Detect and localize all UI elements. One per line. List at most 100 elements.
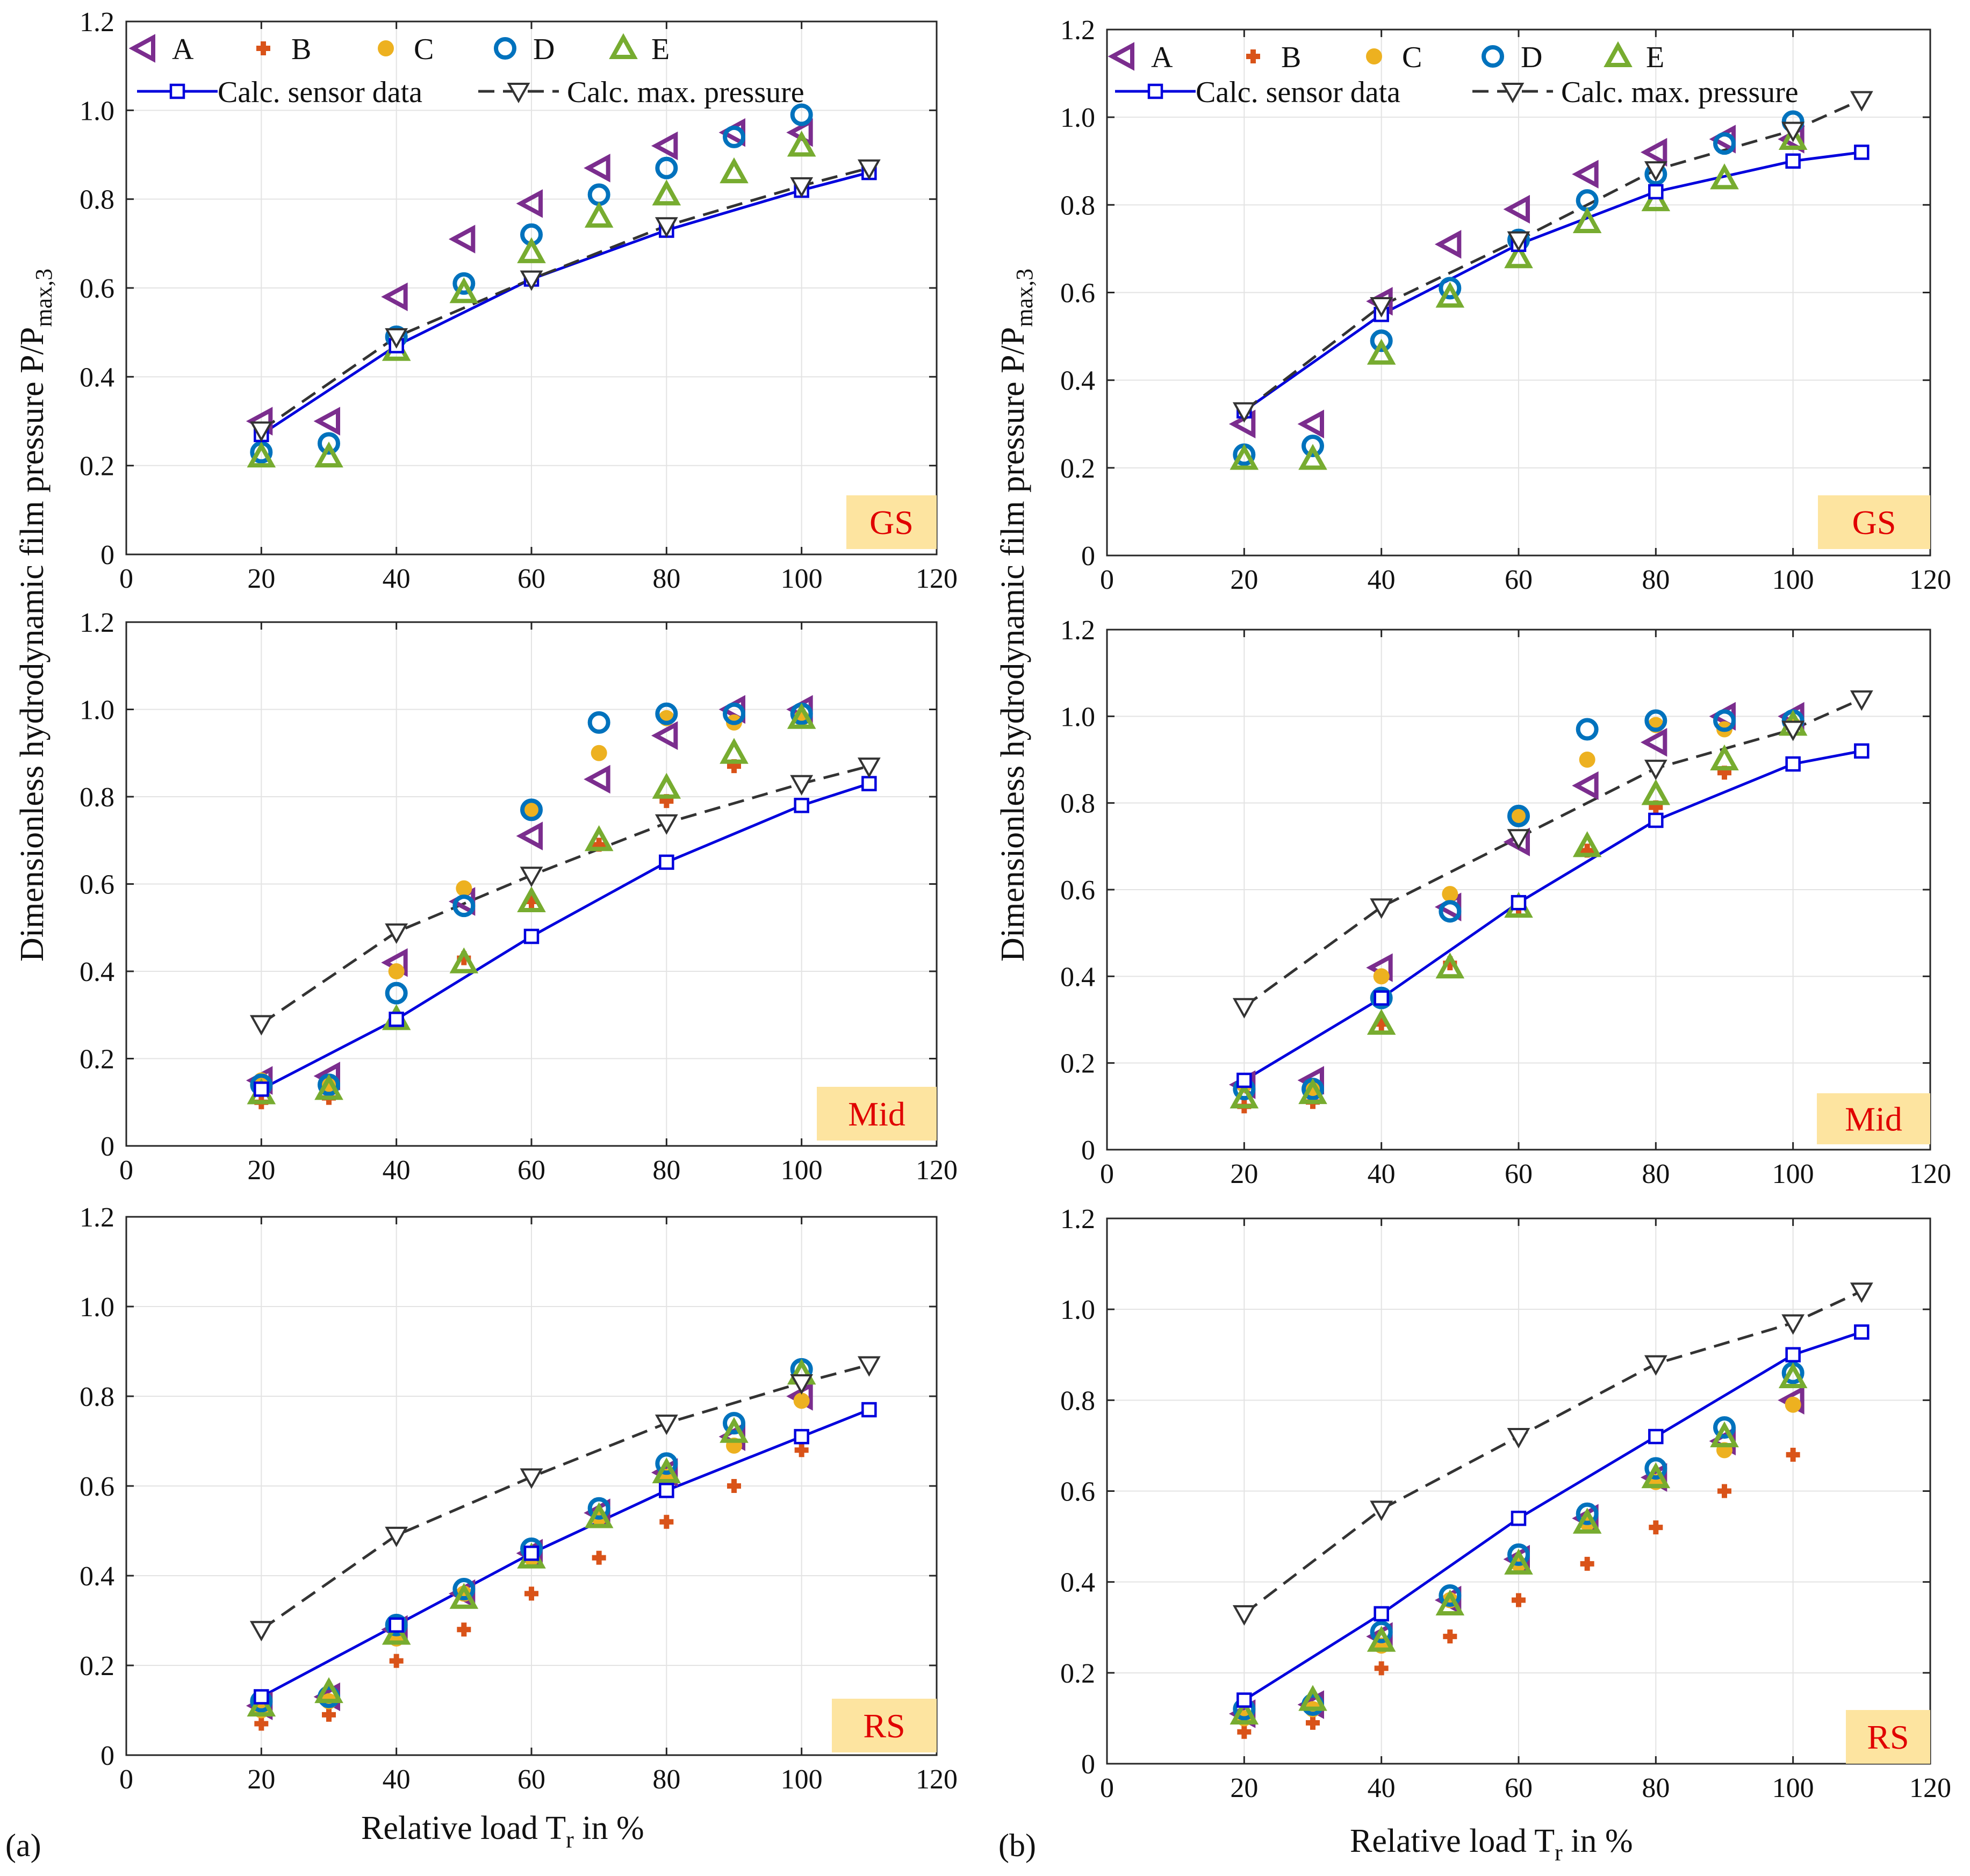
y-tick-label: 0.6 <box>80 273 114 304</box>
point-d <box>1370 1620 1393 1643</box>
sensor-data-line <box>260 171 869 436</box>
point-c <box>1511 807 1527 824</box>
point-d <box>587 711 610 734</box>
y-tick-label: 0 <box>1081 1135 1095 1166</box>
x-tick-label: 0 <box>119 1155 133 1186</box>
x-tick-label: 100 <box>1772 565 1814 595</box>
x-tick-label: 60 <box>517 1764 545 1795</box>
x-tick-label: 0 <box>119 564 133 594</box>
x-tick-label: 20 <box>1230 1773 1258 1803</box>
x-tick-label: 60 <box>517 1155 545 1186</box>
x-tick-label: 100 <box>1772 1159 1814 1189</box>
point-c <box>388 963 405 979</box>
legend-label-sensor: Calc. sensor data <box>1196 76 1400 109</box>
point-sensor-data <box>1785 153 1801 169</box>
point-a <box>381 282 408 312</box>
point-e <box>517 237 546 263</box>
point-c <box>591 745 607 761</box>
point-e <box>1367 1008 1396 1035</box>
point-max-pressure <box>857 757 881 778</box>
panel-label-b: (b) <box>998 1828 1036 1863</box>
max-pressure-line <box>1243 1290 1863 1615</box>
point-e <box>1298 1078 1327 1105</box>
point-e <box>1641 779 1671 805</box>
point-b <box>794 1443 809 1457</box>
point-d <box>520 798 543 821</box>
sensor-data-line <box>1243 1331 1863 1701</box>
x-tick-label: 20 <box>247 1155 275 1186</box>
legend-marker-e <box>609 33 638 59</box>
legend-label-e: E <box>651 33 670 66</box>
y-tick-label: 0.6 <box>1060 278 1095 309</box>
point-d <box>1507 804 1530 827</box>
point-max-pressure <box>385 328 408 349</box>
region-badge: GS <box>869 503 914 542</box>
point-sensor-data <box>1236 1692 1252 1708</box>
point-c <box>1579 752 1595 768</box>
point-e <box>1298 444 1327 470</box>
point-b <box>1237 1725 1252 1739</box>
max-pressure-line <box>260 1363 869 1631</box>
point-max-pressure <box>655 814 678 835</box>
point-max-pressure <box>1507 231 1530 252</box>
point-sensor-data <box>1854 743 1870 759</box>
point-b <box>592 1550 606 1565</box>
chart-panel-rs-a: 0 20 40 60 80 100 120 0 0.2 0.4 0.6 0.8 1.0 1.2 RS <box>80 1202 958 1795</box>
point-b <box>1512 1593 1526 1607</box>
point-c <box>1785 1396 1801 1413</box>
panel-label-a: (a) <box>5 1828 41 1863</box>
y-tick-label: 0.8 <box>1060 789 1095 819</box>
point-e <box>652 773 681 799</box>
point-c <box>793 1392 810 1409</box>
point-d <box>1370 329 1393 352</box>
x-tick-label: 40 <box>383 564 411 594</box>
legend-marker-c <box>378 40 394 56</box>
chart-panel-mid-b: 0 20 40 60 80 100 120 0 0.2 0.4 0.6 0.8 1.0 1.2 Mid <box>1060 615 1951 1189</box>
point-sensor-data <box>1854 1324 1870 1340</box>
point-max-pressure <box>857 159 881 180</box>
point-max-pressure <box>520 270 543 291</box>
x-tick-label: 100 <box>781 1155 823 1186</box>
point-max-pressure <box>1644 161 1667 182</box>
x-tick-label: 20 <box>247 1764 275 1795</box>
y-tick-label: 0.2 <box>80 451 114 482</box>
x-tick-label: 80 <box>1642 1159 1670 1189</box>
legend-marker-c <box>1366 48 1382 64</box>
legend-marker-sensor <box>1147 83 1163 99</box>
chart-panel-mid-a: 0 20 40 60 80 100 120 0 0.2 0.4 0.6 0.8 1.0 1.2 Mid <box>80 608 958 1186</box>
legend-marker-d <box>494 37 516 60</box>
point-d <box>1713 1416 1736 1439</box>
point-a <box>313 407 340 436</box>
y-tick-label: 0.4 <box>1060 962 1095 992</box>
point-sensor-data <box>389 1012 404 1027</box>
x-tick-label: 100 <box>1772 1773 1814 1803</box>
x-tick-label: 60 <box>1505 1159 1533 1189</box>
point-b <box>1306 1715 1320 1730</box>
point-b <box>727 1479 741 1493</box>
y-tick-label: 0.2 <box>1060 1658 1095 1689</box>
y-tick-label: 0 <box>1081 541 1095 572</box>
point-e <box>449 1583 479 1609</box>
point-c <box>523 802 540 818</box>
point-sensor-data <box>794 1428 809 1445</box>
x-tick-label: 120 <box>1909 1773 1951 1803</box>
point-b <box>1443 1629 1457 1644</box>
point-b <box>524 1586 538 1601</box>
point-sensor-data <box>659 1483 674 1498</box>
x-tick-label: 0 <box>119 1764 133 1795</box>
point-e <box>1641 185 1671 212</box>
y-tick-label: 1.0 <box>80 1292 114 1323</box>
point-e <box>1367 338 1396 365</box>
point-d <box>1713 709 1736 732</box>
x-tick-label: 100 <box>781 1764 823 1795</box>
region-badge-bg <box>846 495 937 549</box>
point-sensor-data <box>523 1546 540 1561</box>
point-a <box>651 721 678 750</box>
x-tick-label: 80 <box>652 564 680 594</box>
y-tick-label: 0.6 <box>1060 1477 1095 1507</box>
max-pressure-line <box>260 167 869 431</box>
point-sensor-data <box>1511 1511 1527 1526</box>
y-tick-label: 0.6 <box>80 1471 114 1502</box>
point-a <box>516 821 543 850</box>
chart-panels: 0 20 40 60 80 100 120 0 0.2 0.4 0.6 0.8 1.0 1.2 GS A B C D… <box>80 7 1951 1803</box>
